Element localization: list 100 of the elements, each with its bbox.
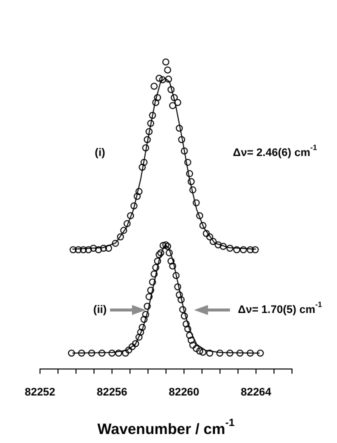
point bbox=[154, 258, 162, 265]
point bbox=[162, 241, 170, 248]
point bbox=[132, 340, 140, 348]
point bbox=[120, 226, 128, 234]
point bbox=[192, 199, 200, 206]
point bbox=[80, 246, 87, 254]
point bbox=[68, 350, 75, 357]
point bbox=[172, 272, 180, 280]
point bbox=[240, 246, 247, 254]
point bbox=[157, 249, 164, 256]
point bbox=[78, 350, 86, 357]
point bbox=[125, 346, 132, 354]
point bbox=[199, 348, 206, 356]
point bbox=[136, 334, 142, 341]
point bbox=[179, 306, 186, 314]
point bbox=[138, 164, 146, 171]
point bbox=[130, 202, 138, 210]
point bbox=[156, 251, 163, 258]
x-tick-label: 82256 bbox=[96, 386, 128, 398]
point bbox=[206, 350, 214, 357]
point bbox=[136, 188, 142, 195]
point bbox=[169, 102, 176, 110]
point bbox=[154, 94, 162, 102]
point bbox=[160, 242, 167, 249]
point bbox=[142, 310, 150, 318]
point bbox=[149, 112, 156, 119]
x-tick-label: 82264 bbox=[240, 386, 272, 398]
point bbox=[138, 324, 146, 331]
point bbox=[186, 170, 194, 178]
point bbox=[137, 328, 144, 336]
point bbox=[144, 302, 151, 310]
point bbox=[162, 58, 170, 66]
point bbox=[105, 244, 112, 252]
point bbox=[115, 350, 122, 357]
point bbox=[199, 222, 206, 230]
point bbox=[226, 350, 234, 357]
point bbox=[252, 246, 259, 254]
point bbox=[186, 332, 194, 339]
point bbox=[210, 238, 217, 245]
point bbox=[159, 76, 166, 84]
point bbox=[184, 158, 192, 166]
point bbox=[176, 291, 183, 298]
point bbox=[166, 249, 173, 256]
point bbox=[140, 158, 148, 166]
point bbox=[164, 242, 172, 250]
point bbox=[178, 136, 186, 144]
point bbox=[176, 124, 183, 132]
point bbox=[180, 147, 188, 154]
point bbox=[134, 192, 141, 200]
point bbox=[256, 350, 264, 357]
point bbox=[189, 342, 196, 349]
point bbox=[188, 336, 195, 344]
point bbox=[188, 178, 195, 186]
point bbox=[168, 86, 175, 94]
annotation: (i) bbox=[94, 147, 106, 160]
point bbox=[150, 270, 158, 278]
point bbox=[216, 350, 224, 357]
point bbox=[214, 241, 222, 248]
point bbox=[140, 316, 148, 323]
point bbox=[142, 144, 150, 152]
point bbox=[152, 264, 160, 272]
point bbox=[192, 345, 200, 352]
point bbox=[170, 94, 178, 102]
point bbox=[184, 325, 192, 332]
point bbox=[74, 246, 82, 254]
annotation: (ii) bbox=[93, 304, 108, 316]
point bbox=[206, 233, 214, 240]
point bbox=[180, 312, 188, 320]
point bbox=[100, 244, 108, 252]
point bbox=[233, 246, 240, 254]
x-tick-label: 82252 bbox=[24, 386, 56, 398]
point bbox=[246, 246, 254, 254]
point bbox=[202, 230, 210, 237]
point bbox=[178, 296, 185, 304]
point bbox=[156, 74, 163, 82]
point bbox=[116, 233, 124, 240]
point bbox=[108, 350, 116, 357]
x-tick-label: 82260 bbox=[168, 386, 200, 398]
point bbox=[124, 220, 131, 228]
point bbox=[246, 350, 254, 357]
point bbox=[174, 99, 182, 106]
point bbox=[149, 278, 156, 286]
point bbox=[146, 293, 153, 300]
point bbox=[147, 120, 154, 127]
point bbox=[95, 246, 102, 254]
point bbox=[164, 66, 172, 74]
point bbox=[90, 244, 97, 252]
point bbox=[122, 350, 129, 357]
point bbox=[169, 262, 176, 270]
point bbox=[220, 242, 227, 250]
point bbox=[152, 99, 160, 106]
point bbox=[128, 343, 136, 350]
point bbox=[226, 244, 234, 252]
point bbox=[112, 240, 119, 247]
point bbox=[236, 350, 244, 357]
point bbox=[189, 186, 196, 194]
point bbox=[127, 212, 134, 220]
point bbox=[196, 212, 204, 220]
point bbox=[168, 258, 175, 265]
point bbox=[174, 283, 182, 290]
